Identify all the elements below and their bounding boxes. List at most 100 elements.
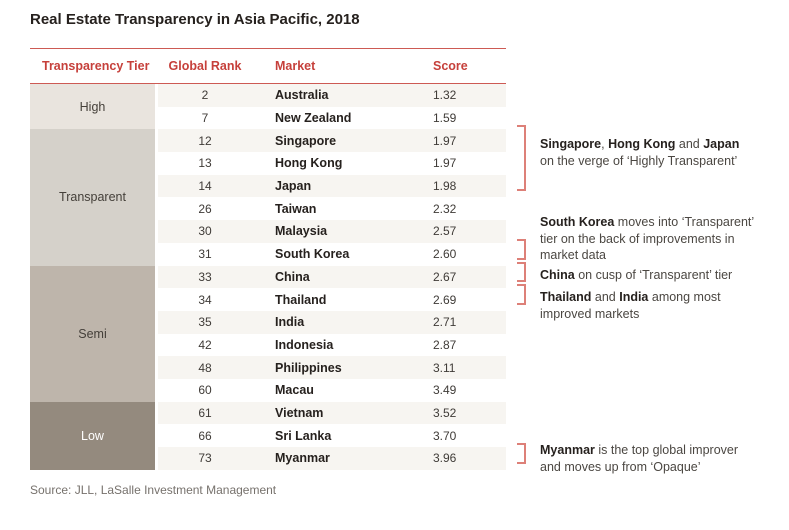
cell-score: 2.57 (433, 224, 457, 239)
table-row: 60 Macau 3.49 (158, 379, 506, 402)
annotation-bracket (517, 125, 526, 192)
cell-score: 1.32 (433, 88, 457, 103)
annotation-phrase: , (601, 137, 609, 151)
tier-cell-high: High (30, 84, 155, 130)
cell-rank: 33 (198, 269, 212, 284)
annotation-market-name: China (540, 268, 575, 282)
cell-rank: 12 (198, 133, 212, 148)
annotation-market-name: Singapore (540, 137, 602, 151)
table-row: 66 Sri Lanka 3.70 (158, 424, 506, 447)
annotation-bracket (517, 238, 526, 260)
cell-score: 1.97 (433, 133, 457, 148)
table-body: High Transparent Semi Low 2 Australia 1.32 7 Ne… (30, 84, 506, 470)
cell-rank: 66 (198, 428, 212, 443)
annotation-market-name: Hong Kong (608, 137, 676, 151)
annotation-phrase: market data (540, 248, 607, 262)
annotation-market-name: Japan (703, 137, 740, 151)
table-row: 35 India 2.71 (158, 310, 506, 334)
cell-score: 2.32 (433, 201, 457, 216)
cell-score: 1.98 (433, 179, 457, 194)
table-row: 31 South Korea 2.60 (158, 243, 506, 266)
cell-market: Philippines (275, 360, 342, 375)
table-row: 33 China 2.67 (158, 265, 506, 289)
table-row: 73 Myanmar 3.96 (158, 447, 506, 470)
annotation-phrase: is the top global improver (594, 443, 739, 457)
annotation-phrase: tier on the back of improvements in (540, 231, 735, 246)
table-row: 13 Hong Kong 1.97 (158, 152, 506, 175)
cell-market: Malaysia (275, 224, 328, 239)
cell-score: 2.67 (433, 269, 457, 284)
annotation-phrase: on the verge of ‘Highly Transparent’ (540, 153, 738, 168)
table-row: 34 Thailand 2.69 (158, 288, 506, 311)
page-title: Real Estate Transparency in Asia Pacific… (30, 11, 360, 28)
transparency-table: Transparency Tier Global Rank Market Sco… (30, 48, 506, 470)
table-row: 30 Malaysia 2.57 (158, 220, 506, 243)
cell-market: New Zealand (275, 111, 352, 126)
column-header-score: Score (433, 59, 468, 73)
cell-score: 1.59 (433, 111, 457, 126)
annotation-bracket (517, 443, 526, 464)
cell-rank: 14 (198, 179, 212, 194)
cell-rank: 2 (201, 88, 209, 103)
annotation-phrase: and moves up from ‘Opaque’ (540, 459, 701, 474)
annotation-text: Myanmar is the top global improver and mo… (540, 442, 789, 475)
annotation-text: Singapore, Hong Kong and Japan on the ver… (540, 136, 789, 169)
cell-market: Macau (275, 383, 314, 398)
table-row: 7 New Zealand 1.59 (158, 107, 506, 130)
cell-market: South Korea (275, 247, 350, 262)
cell-market: Indonesia (275, 337, 334, 352)
tier-column: High Transparent Semi Low (30, 84, 155, 470)
cell-market: China (275, 269, 310, 284)
cell-market: Japan (275, 179, 312, 194)
cell-rank: 34 (198, 292, 212, 307)
cell-market: India (275, 315, 305, 330)
cell-score: 2.71 (433, 315, 457, 330)
tier-cell-semi: Semi (30, 265, 155, 402)
cell-rank: 31 (198, 247, 212, 262)
annotation-text: South Korea moves into ‘Transparent’ tier… (540, 214, 789, 264)
column-header-tier: Transparency Tier (42, 59, 150, 73)
cell-score: 1.97 (433, 156, 457, 171)
table-row: 48 Philippines 3.11 (158, 356, 506, 379)
annotation-market-name: South Korea (540, 215, 615, 229)
table-row: 42 Indonesia 2.87 (158, 334, 506, 357)
cell-rank: 7 (201, 111, 209, 126)
table-row: 61 Vietnam 3.52 (158, 401, 506, 425)
cell-score: 3.52 (433, 405, 457, 420)
cell-market: Thailand (275, 292, 327, 307)
cell-score: 3.96 (433, 451, 457, 466)
table-row: 2 Australia 1.32 (158, 84, 506, 107)
cell-market: Sri Lanka (275, 428, 332, 443)
cell-rank: 35 (198, 315, 212, 330)
cell-score: 2.69 (433, 292, 457, 307)
annotation-market-name: Myanmar (540, 443, 595, 457)
table-rows: 2 Australia 1.32 7 New Zealand 1.59 12 Singapor… (158, 84, 506, 470)
tier-cell-low: Low (30, 401, 155, 470)
cell-rank: 13 (198, 156, 212, 171)
cell-market: Singapore (275, 133, 337, 148)
cell-market: Myanmar (275, 451, 330, 466)
column-header-rank: Global Rank (168, 59, 242, 73)
cell-rank: 30 (198, 224, 212, 239)
annotation-bracket (517, 261, 526, 283)
annotation-phrase: and (675, 137, 704, 151)
annotation-market-name: Thailand (540, 290, 592, 304)
annotation-text: China on cusp of ‘Transparent’ tier (540, 267, 789, 284)
column-header-market: Market (275, 59, 316, 73)
annotation-phrase: improved markets (540, 306, 640, 321)
cell-market: Taiwan (275, 201, 317, 216)
cell-score: 2.87 (433, 337, 457, 352)
table-header-row: Transparency Tier Global Rank Market Sco… (30, 48, 506, 84)
annotation-phrase: among most (648, 290, 721, 304)
annotation-text: Thailand and India among most improved ma… (540, 289, 789, 322)
cell-score: 3.11 (433, 360, 456, 375)
table-row: 14 Japan 1.98 (158, 174, 506, 198)
cell-score: 3.70 (433, 428, 457, 443)
table-row: 26 Taiwan 2.32 (158, 197, 506, 220)
source-note: Source: JLL, LaSalle Investment Manageme… (30, 483, 277, 497)
cell-rank: 73 (198, 451, 212, 466)
cell-market: Hong Kong (275, 156, 343, 171)
cell-rank: 61 (198, 405, 212, 420)
cell-market: Australia (275, 88, 329, 103)
